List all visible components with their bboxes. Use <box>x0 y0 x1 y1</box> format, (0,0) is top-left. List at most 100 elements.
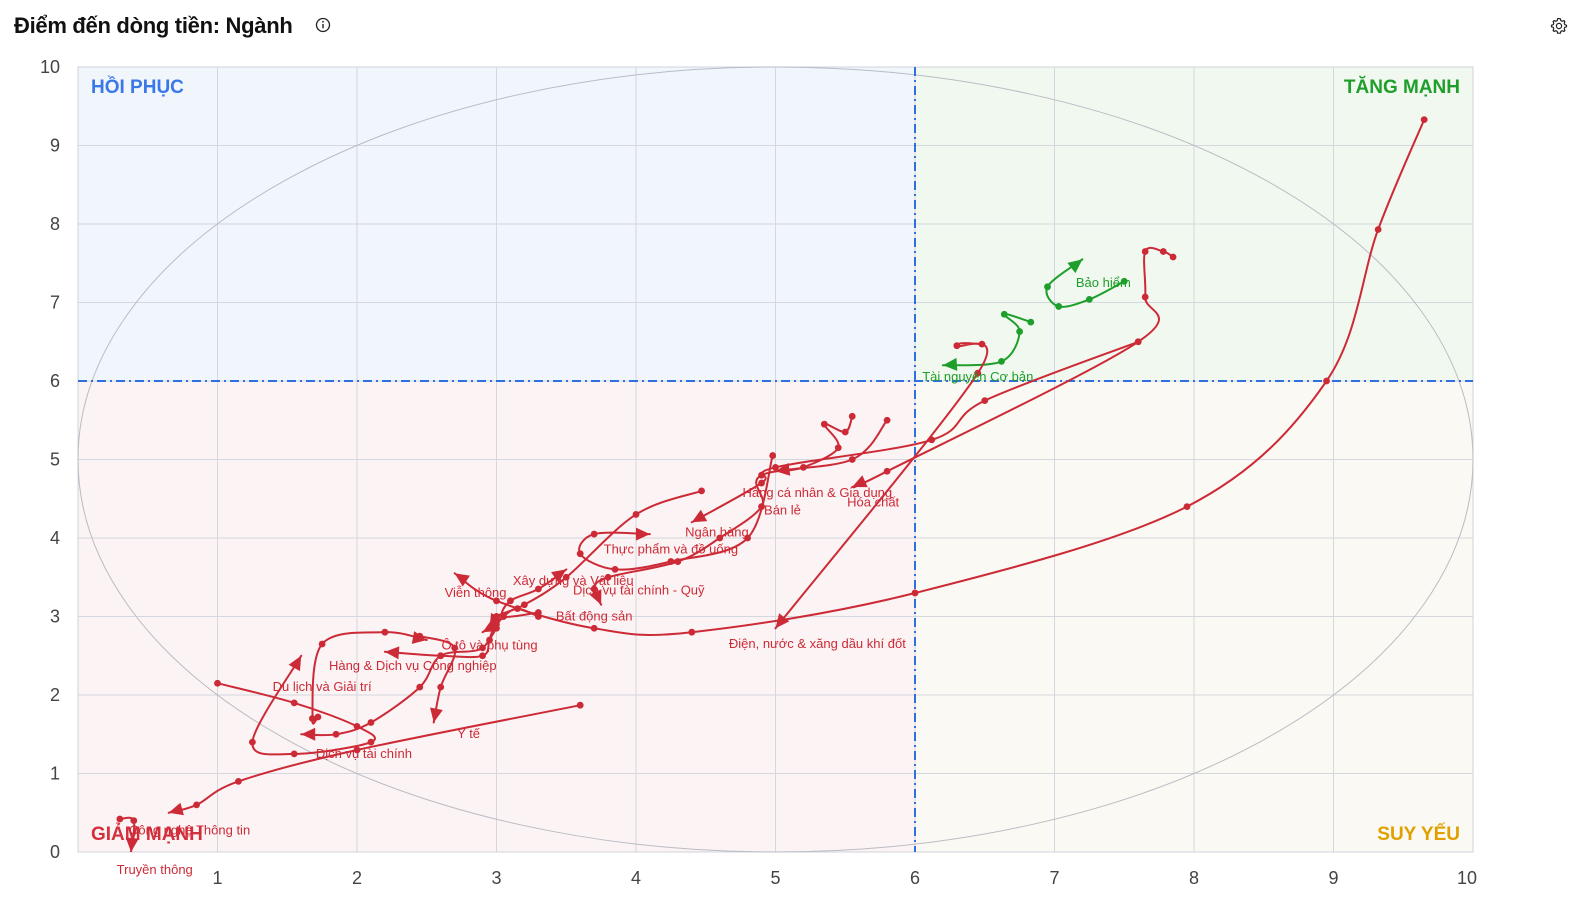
reference-ellipse <box>77 66 1474 853</box>
x-tick-label: 3 <box>491 868 501 888</box>
gear-icon[interactable] <box>1549 16 1569 36</box>
series-label: Bất động sản <box>556 608 633 623</box>
series-label: Dịch vụ tài chính <box>316 746 412 761</box>
series-point <box>1141 293 1149 301</box>
series-arrowhead <box>384 646 400 660</box>
series-arrowhead <box>691 509 708 523</box>
series-point <box>883 416 891 424</box>
series-arrowhead <box>635 527 650 541</box>
series-point <box>911 589 919 597</box>
series-point <box>451 644 459 652</box>
series-label: Truyền thông <box>117 862 193 877</box>
series-point <box>353 746 361 754</box>
quadrant-label-strong: TĂNG MẠNH <box>1344 76 1460 98</box>
y-tick-label: 8 <box>50 214 60 234</box>
y-tick-label: 9 <box>50 136 60 156</box>
series-point <box>248 738 256 746</box>
series-arrowhead <box>430 707 443 723</box>
series-point <box>493 597 500 605</box>
y-tick-label: 1 <box>50 764 60 784</box>
x-tick-label: 10 <box>1457 868 1477 888</box>
series-point <box>698 487 705 495</box>
series-arrowhead <box>942 357 958 371</box>
series-point <box>632 511 640 518</box>
series-point <box>576 701 584 709</box>
series-point <box>590 530 598 538</box>
series-arrowhead <box>551 569 567 583</box>
series-label: Ngân hàng <box>685 524 749 539</box>
series-label: Hàng cá nhân & Gia dụng <box>743 485 893 500</box>
series-point <box>1134 338 1142 346</box>
series-point <box>848 456 856 463</box>
series-label: Công nghệ Thông tin <box>129 823 250 838</box>
series-point <box>534 585 542 593</box>
series-point <box>576 550 584 558</box>
series-point <box>479 652 486 660</box>
series-point <box>674 558 682 565</box>
series-point <box>1027 318 1035 326</box>
series-point <box>758 471 765 479</box>
series-point <box>667 558 675 565</box>
series-point <box>562 573 570 581</box>
series-point <box>1374 226 1382 233</box>
series-point <box>479 644 486 652</box>
series-point <box>590 624 598 632</box>
series-point <box>235 777 242 785</box>
info-circle-icon[interactable] <box>315 17 331 33</box>
page-title: Điểm đến dòng tiền: Ngành <box>14 13 293 38</box>
series-label: Thực phẩm và đồ uống <box>604 542 738 557</box>
series-point <box>1420 116 1428 123</box>
series-point <box>772 463 779 471</box>
series-label: Du lịch và Giải trí <box>273 679 372 694</box>
quadrant-label-weak: SUY YẾU <box>1377 823 1460 845</box>
series-point <box>290 699 298 707</box>
series-arrowhead <box>125 837 139 852</box>
series-point <box>998 357 1005 365</box>
series-arrowhead <box>852 475 868 488</box>
series-point <box>604 573 612 581</box>
series-point <box>1169 253 1177 261</box>
series-point <box>820 420 828 428</box>
series-point <box>1000 310 1008 318</box>
series-arrowhead <box>411 631 427 644</box>
series-markers <box>116 116 1428 852</box>
series-arrowhead <box>775 613 790 629</box>
series-point <box>1141 248 1149 255</box>
series-point <box>688 628 696 636</box>
series-point <box>1323 377 1330 385</box>
series-point <box>500 613 507 620</box>
series-line <box>453 118 1426 636</box>
series-label: Điện, nước & xăng dầu khí đốt <box>729 636 906 651</box>
series-point <box>1120 277 1128 285</box>
series-point <box>590 585 598 593</box>
x-tick-label: 8 <box>1189 868 1199 888</box>
series-point <box>507 597 514 605</box>
series-arrowhead <box>168 802 184 816</box>
series-point <box>214 679 221 687</box>
series-point <box>437 652 445 660</box>
x-tick-label: 7 <box>1049 868 1059 888</box>
series-point <box>493 624 500 632</box>
series-label: Ô tô và phụ tùng <box>441 637 537 652</box>
series-point <box>193 801 200 809</box>
series-point <box>318 640 326 648</box>
series-point <box>978 340 986 348</box>
series-point <box>437 683 445 691</box>
series-point <box>1159 248 1167 255</box>
series-point <box>841 428 849 436</box>
series-point <box>367 738 375 746</box>
header: Điểm đến dòng tiền: Ngành <box>14 10 1569 44</box>
series-arrowhead <box>775 462 791 476</box>
y-tick-label: 0 <box>50 842 60 862</box>
series-point <box>834 444 842 452</box>
y-tick-label: 10 <box>40 57 60 77</box>
series-point <box>1044 283 1051 291</box>
series-label: Viễn thông <box>445 585 507 600</box>
series-point <box>974 369 982 377</box>
series-arrowhead <box>1067 259 1083 274</box>
series-point <box>744 534 751 542</box>
y-tick-label: 5 <box>50 450 60 470</box>
y-tick-label: 6 <box>50 371 60 391</box>
series-label: Xây dựng và Vật liệu <box>513 573 634 588</box>
series-arrowhead <box>589 589 602 605</box>
